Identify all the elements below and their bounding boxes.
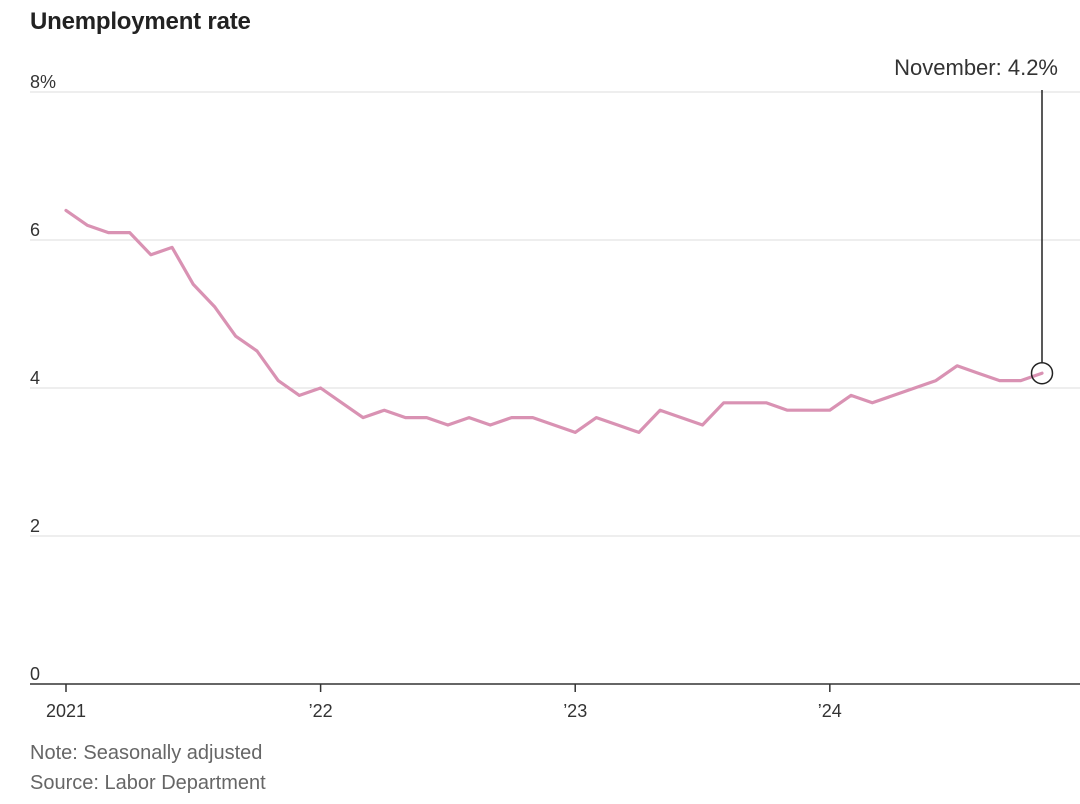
y-tick-label-6: 6 <box>30 220 40 240</box>
x-tick-label-2024-01: ’24 <box>818 701 842 721</box>
chart-title: Unemployment rate <box>30 8 251 35</box>
y-tick-label-8: 8% <box>30 72 56 92</box>
x-axis: 2021 ’22 ’23 ’24 <box>46 684 842 721</box>
gridlines <box>30 91 1080 685</box>
annotation: November: 4.2% <box>894 55 1058 385</box>
y-tick-label-4: 4 <box>30 368 40 388</box>
x-tick-label-2021-01: 2021 <box>46 701 86 721</box>
annotation-point-marker <box>1030 361 1054 385</box>
y-tick-label-2: 2 <box>30 516 40 536</box>
series-group <box>64 208 1044 434</box>
annotation-label: November: 4.2% <box>894 55 1058 80</box>
chart-source: Source: Labor Department <box>30 772 266 794</box>
series-line-0 <box>64 208 1044 434</box>
x-tick-label-2022-01: ’22 <box>309 701 333 721</box>
chart-note: Note: Seasonally adjusted <box>30 742 263 764</box>
y-axis: 0 2 4 6 8% <box>30 72 56 684</box>
y-tick-label-0: 0 <box>30 664 40 684</box>
x-tick-label-2023-01: ’23 <box>563 701 587 721</box>
